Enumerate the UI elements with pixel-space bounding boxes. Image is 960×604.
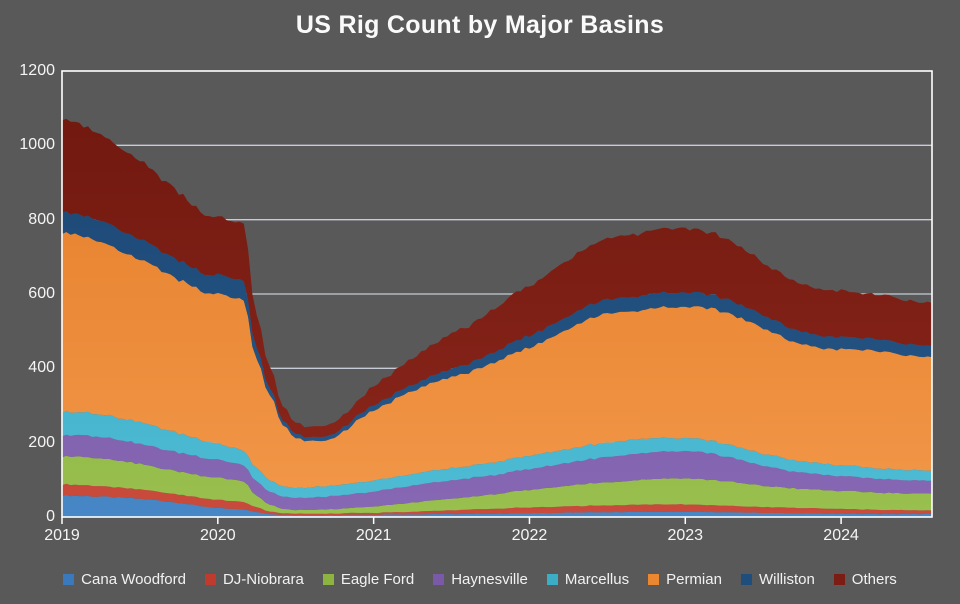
area-marcellus xyxy=(62,411,932,498)
legend-swatch-haynesville xyxy=(433,574,445,585)
chart-title: US Rig Count by Major Basins xyxy=(295,11,665,39)
x-axis-label-2021: 2021 xyxy=(355,527,392,544)
x-axis-label-2023: 2023 xyxy=(667,527,704,544)
x-axis-label-2024: 2024 xyxy=(823,527,859,544)
plot-border xyxy=(61,70,933,518)
legend-item-cana-woodford: Cana Woodford xyxy=(63,571,186,588)
legend-item-haynesville: Haynesville xyxy=(433,571,528,588)
legend-label-cana-woodford: Cana Woodford xyxy=(81,571,186,588)
y-axis-label-0: 0 xyxy=(46,508,55,525)
legend-label-marcellus: Marcellus xyxy=(564,571,630,588)
legend-label-eagle-ford: Eagle Ford xyxy=(340,571,415,588)
legend-label-dj-niobrara: DJ-Niobrara xyxy=(222,571,304,588)
legend-swatch-others xyxy=(833,574,845,585)
legend-item-eagle-ford: Eagle Ford xyxy=(322,571,415,588)
area-cana-woodford xyxy=(62,495,932,517)
x-axis-label-2019: 2019 xyxy=(44,527,80,544)
legend-swatch-marcellus xyxy=(546,574,558,585)
y-axis-label-400: 400 xyxy=(28,359,55,377)
legend-label-permian: Permian xyxy=(666,571,722,588)
legend-label-others: Others xyxy=(851,571,897,588)
legend-swatch-cana-woodford xyxy=(63,574,75,585)
y-axis-label-800: 800 xyxy=(28,210,55,228)
y-axis: 0 200 400 600 800 1000 1200 xyxy=(0,0,55,604)
y-axis-label-600: 600 xyxy=(28,285,55,302)
legend-swatch-dj-niobrara xyxy=(204,574,216,585)
legend-swatch-williston xyxy=(740,574,752,585)
y-axis-label-1200: 1200 xyxy=(19,62,55,79)
area-dj-niobrara xyxy=(62,483,932,516)
x-axis-label-2022: 2022 xyxy=(511,527,548,544)
legend-item-williston: Williston xyxy=(740,571,815,588)
area-others xyxy=(62,118,932,438)
y-axis-label-200: 200 xyxy=(28,433,55,451)
legend-item-marcellus: Marcellus xyxy=(546,571,630,588)
y-axis-label-1000: 1000 xyxy=(19,136,55,154)
legend-label-haynesville: Haynesville xyxy=(451,571,528,588)
legend-item-permian: Permian xyxy=(648,571,722,588)
legend-label-williston: Williston xyxy=(758,571,815,588)
legend-item-dj-niobrara: DJ-Niobrara xyxy=(204,571,304,588)
legend-swatch-permian xyxy=(648,574,660,585)
legend-item-others: Others xyxy=(833,571,897,588)
legend-swatch-eagle-ford xyxy=(322,574,334,585)
x-axis-label-2020: 2020 xyxy=(200,527,236,544)
area-permian xyxy=(62,232,932,489)
legend: Cana Woodford DJ-Niobrara Eagle Ford Haynes… xyxy=(0,571,960,588)
area-haynesville xyxy=(62,434,932,511)
area-eagle-ford xyxy=(62,455,932,514)
